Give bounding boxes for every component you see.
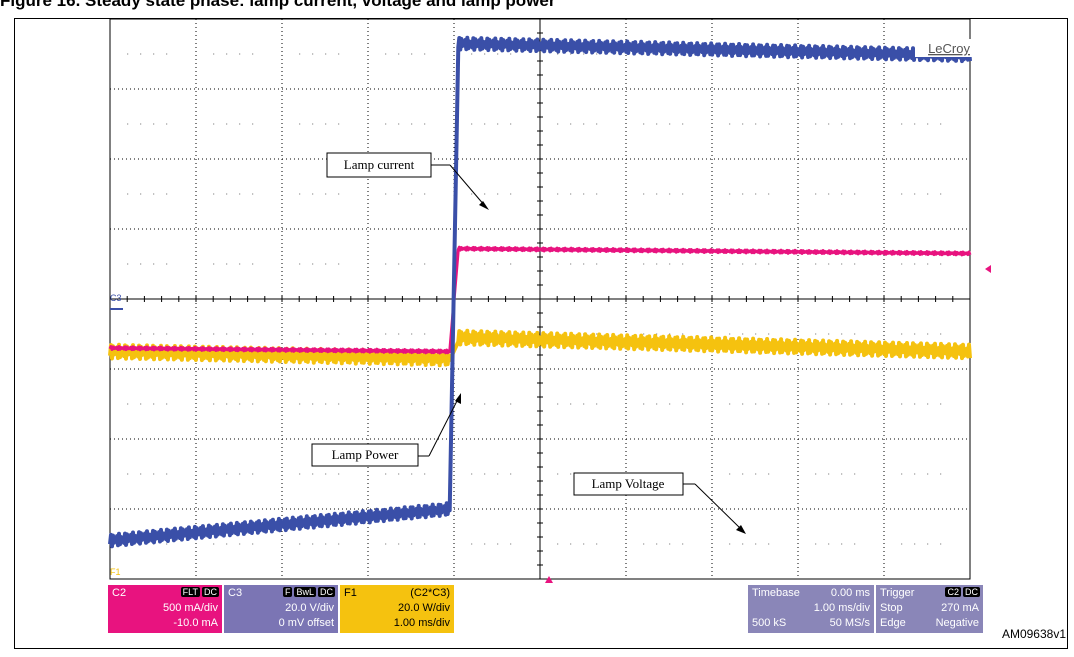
f1-formula: (C2*C3) xyxy=(410,587,450,599)
trigger-slope: Negative xyxy=(935,617,979,629)
timebase-label: Timebase xyxy=(752,587,800,599)
timebase-panel[interactable]: Timebase 0.00 ms 1.00 ms/div 500 kS 50 M… xyxy=(748,585,874,633)
lamp-current-label: Lamp current xyxy=(344,157,415,172)
c2-dc-badge: DC xyxy=(202,587,219,597)
trace-path xyxy=(108,35,972,549)
traces xyxy=(108,35,972,549)
c3-scale: 20.0 V/div xyxy=(285,602,334,614)
timebase-delay: 0.00 ms xyxy=(830,587,870,599)
timebase-rate: 50 MS/s xyxy=(829,617,870,629)
trigger-level: 270 mA xyxy=(941,602,979,614)
trace-path xyxy=(108,245,972,355)
timebase-scale: 1.00 ms/div xyxy=(813,602,870,614)
grid xyxy=(109,19,971,580)
lamp-power-callout: Lamp Power xyxy=(311,393,461,467)
f1-marker: F1 xyxy=(110,567,121,577)
trace-lamp-voltage xyxy=(108,35,972,549)
c2-flt-badge: FLT xyxy=(180,587,200,597)
function-f1-panel[interactable]: F1 (C2*C3) 20.0 W/div 1.00 ms/div xyxy=(340,585,454,633)
c3-f-badge: F xyxy=(282,587,293,597)
trace-lamp-power xyxy=(108,328,972,368)
channel-c2-panel[interactable]: C2 FLT DC 500 mA/div -10.0 mA xyxy=(108,585,222,633)
trigger-coupling-badge: DC xyxy=(963,587,980,597)
timebase-samples: 500 kS xyxy=(752,617,787,629)
figure-caption: Figure 16. Steady state phase: lamp curr… xyxy=(0,0,556,10)
lamp-voltage-callout: Lamp Voltage xyxy=(573,472,746,534)
lamp-current-callout: Lamp current xyxy=(326,152,489,210)
channel-c3-panel[interactable]: C3 F BwL DC 20.0 V/div 0 mV offset xyxy=(224,585,338,633)
trigger-type: Edge xyxy=(880,617,906,629)
trigger-source-badge: C2 xyxy=(945,587,961,597)
trigger-position-marker xyxy=(545,576,553,583)
figure-reference: AM09638v1 xyxy=(1001,627,1066,641)
brand-label: LeCroy xyxy=(915,39,972,57)
lamp-power-label: Lamp Power xyxy=(332,447,399,462)
lecroy-logo-text: LeCroy xyxy=(928,41,970,56)
trace-lamp-current xyxy=(108,245,972,355)
lamp-voltage-label: Lamp Voltage xyxy=(592,476,665,491)
trigger-panel[interactable]: Trigger C2 DC Stop 270 mA Edge Negative xyxy=(876,585,983,633)
c2-scale: 500 mA/div xyxy=(162,602,218,614)
c3-bwl-badge: BwL xyxy=(294,587,316,597)
f1-time: 1.00 ms/div xyxy=(393,617,450,629)
c2-name: C2 xyxy=(112,587,127,599)
f1-scale: 20.0 W/div xyxy=(398,602,450,614)
markers: C3 F1 xyxy=(110,265,991,583)
c3-name: C3 xyxy=(228,587,243,599)
annotations: Lamp current Lamp Power Lamp Voltage xyxy=(311,152,746,534)
oscilloscope-screen: Lamp current Lamp Power Lamp Voltage xyxy=(108,19,991,583)
figure-frame: Lamp current Lamp Power Lamp Voltage xyxy=(14,18,1068,649)
trigger-label: Trigger xyxy=(880,587,915,599)
c2-offset: -10.0 mA xyxy=(173,617,218,629)
c3-marker: C3 xyxy=(110,293,122,303)
c3-offset: 0 mV offset xyxy=(278,617,334,629)
c2-level-marker xyxy=(985,265,991,273)
c3-dc-badge: DC xyxy=(318,587,335,597)
trigger-mode: Stop xyxy=(880,602,903,614)
trace-path xyxy=(108,328,972,368)
f1-name: F1 xyxy=(344,587,357,599)
